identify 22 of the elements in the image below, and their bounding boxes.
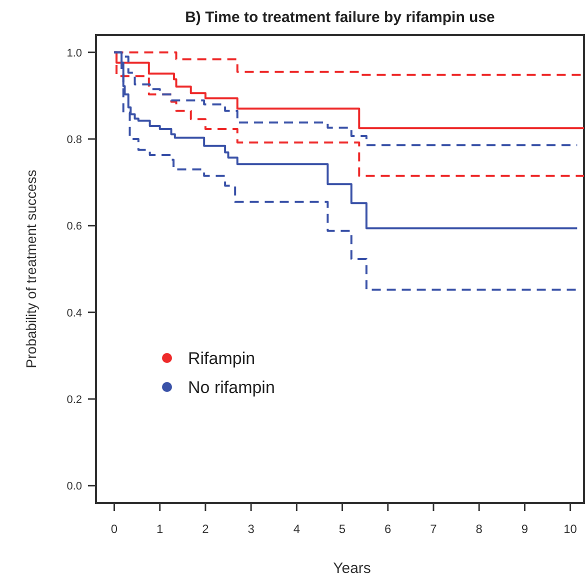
x-tick-label: 5: [338, 522, 346, 536]
chart-title: B) Time to treatment failure by rifampin use: [185, 9, 495, 26]
x-tick-label: 0: [110, 522, 118, 536]
x-tick-label: 1: [156, 522, 164, 536]
x-tick-label: 9: [521, 522, 528, 536]
y-tick-label: 0.6: [66, 220, 82, 233]
x-tick-label: 2: [202, 522, 210, 536]
y-axis-title: Probability of treatment success: [23, 170, 39, 368]
y-tick-label: 0.0: [66, 480, 82, 493]
x-tick-label: 6: [384, 522, 392, 536]
y-tick-label: 0.8: [66, 134, 82, 146]
y-tick-label: 1.0: [66, 47, 82, 60]
legend-label: Rifampin: [188, 349, 256, 368]
y-tick-label: 0.4: [66, 307, 82, 320]
x-tick-label: 4: [293, 522, 300, 536]
x-tick-label: 7: [430, 522, 438, 536]
x-tick-label: 10: [564, 522, 578, 536]
x-axis-title: Years: [333, 560, 371, 577]
y-tick-label: 0.2: [66, 394, 82, 406]
x-tick-label: 8: [476, 522, 483, 536]
legend-label: No rifampin: [188, 378, 275, 397]
x-tick-label: 3: [248, 522, 255, 536]
